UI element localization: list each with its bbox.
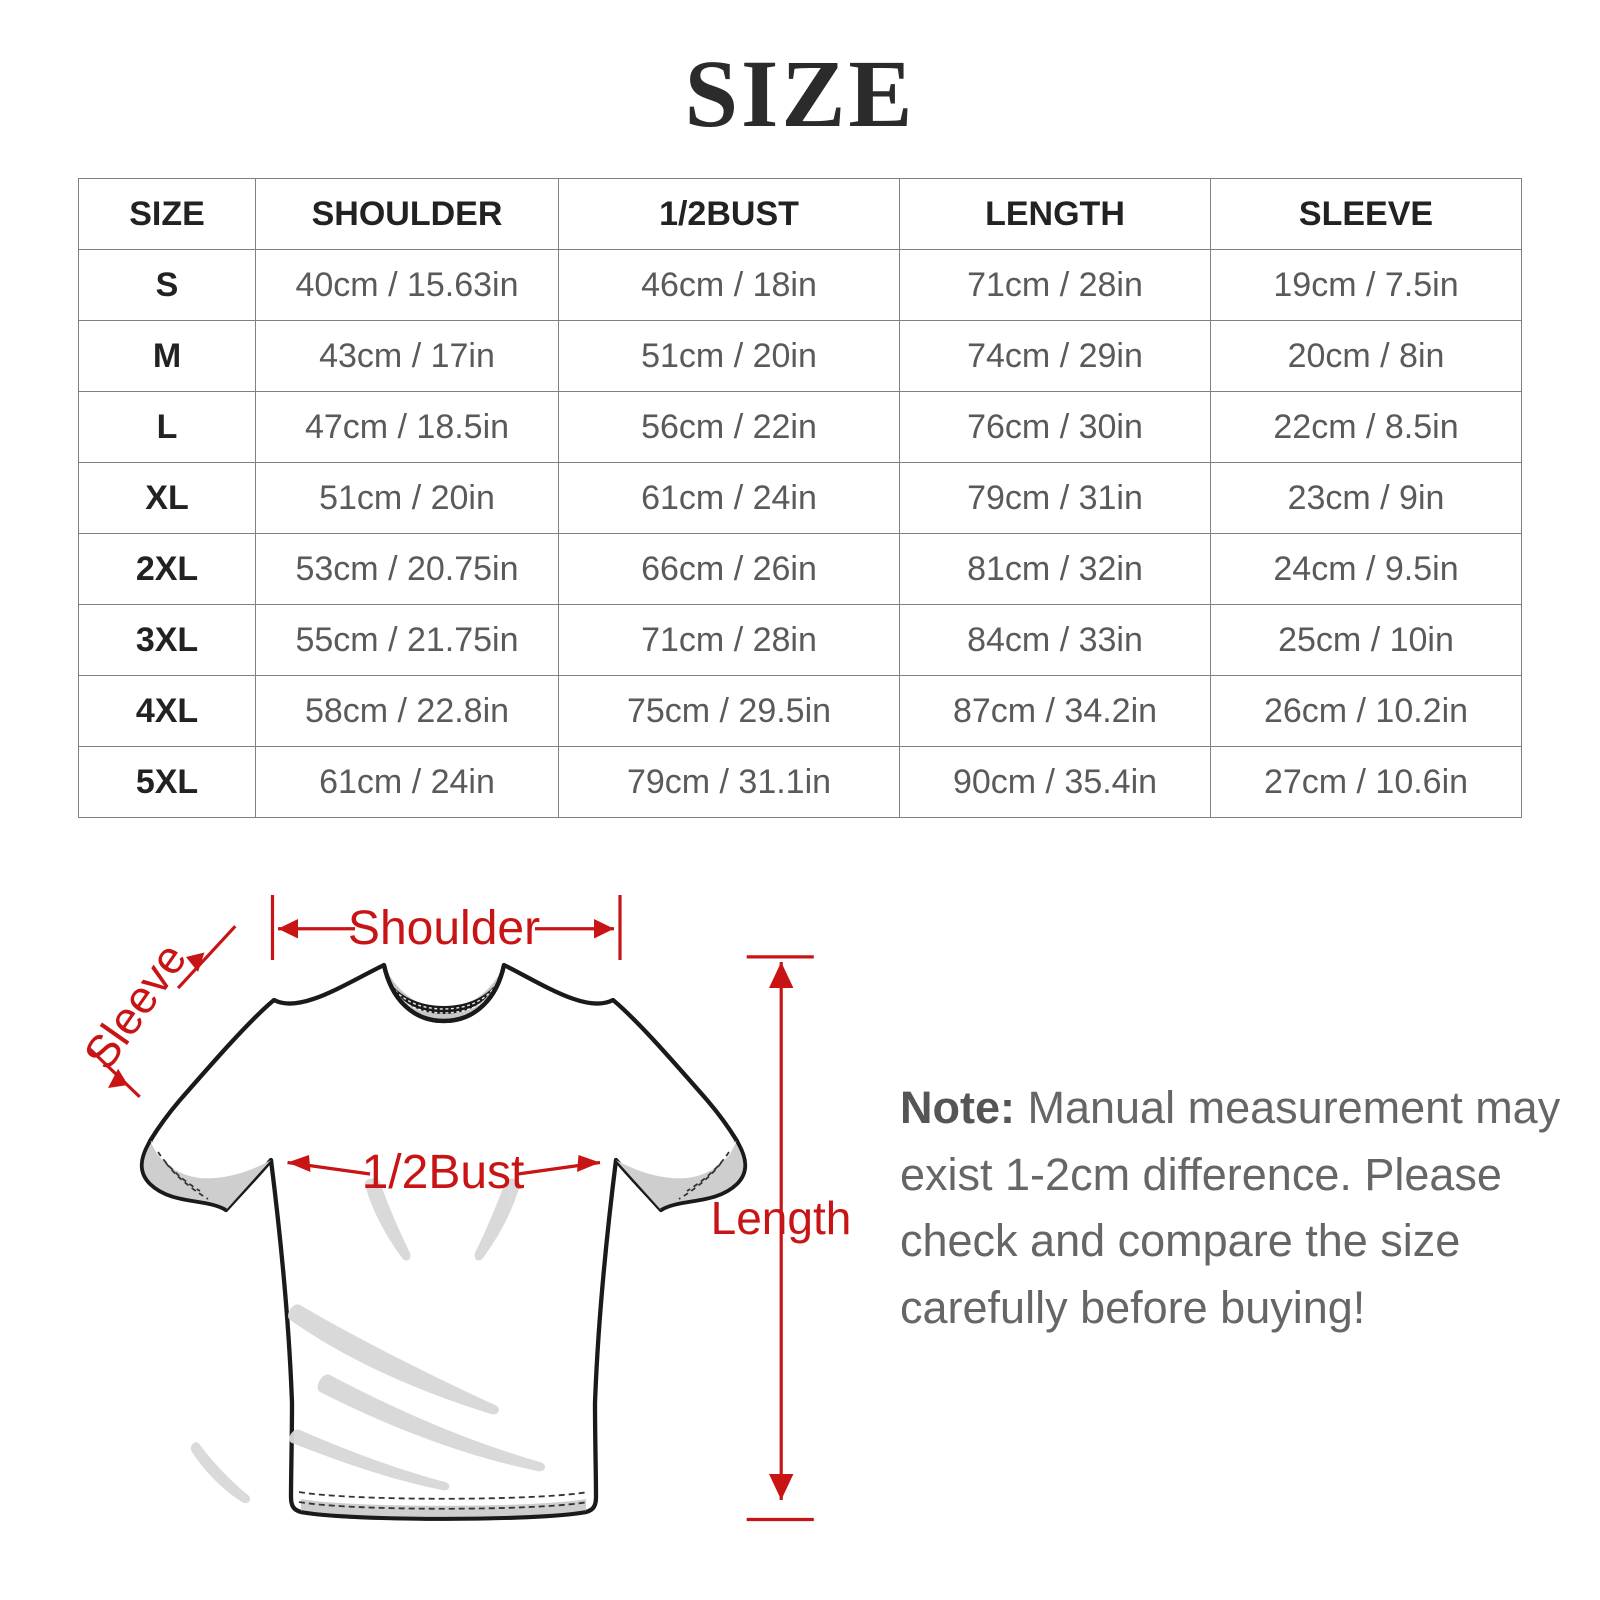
- svg-text:Length: Length: [711, 1192, 852, 1244]
- svg-text:Shoulder: Shoulder: [348, 902, 540, 955]
- svg-text:1/2Bust: 1/2Bust: [362, 1146, 525, 1199]
- svg-text:Sleeve: Sleeve: [73, 933, 196, 1078]
